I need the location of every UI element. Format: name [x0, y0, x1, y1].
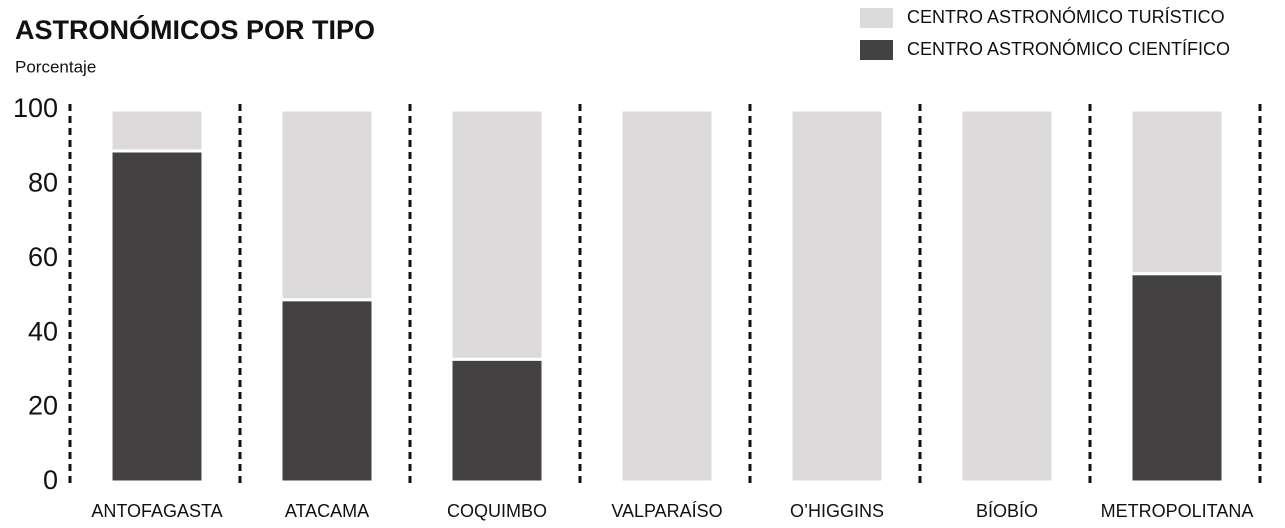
- x-tick-label: O’HIGGINS: [790, 501, 884, 521]
- bar-segment: [1129, 108, 1225, 276]
- x-tick-label: ANTOFAGASTA: [91, 501, 222, 521]
- x-tick-label: BÍOBÍO: [976, 501, 1038, 521]
- x-tick-label: ATACAMA: [285, 501, 369, 521]
- x-tick-label: COQUIMBO: [447, 501, 547, 521]
- bar-segment: [279, 298, 375, 484]
- bar-segment: [109, 149, 205, 484]
- bar-segment: [959, 108, 1055, 484]
- bar-segment: [109, 108, 205, 153]
- chart-subtitle: Porcentaje: [15, 57, 96, 76]
- y-tick-label: 60: [28, 242, 58, 272]
- y-tick-label: 0: [43, 465, 58, 495]
- x-tick-label: METROPOLITANA: [1101, 501, 1254, 521]
- bar-segment: [449, 357, 545, 484]
- y-tick-label: 20: [28, 391, 58, 421]
- y-tick-label: 40: [28, 316, 58, 346]
- legend-swatch: [860, 8, 893, 28]
- y-tick-label: 100: [13, 93, 58, 123]
- bar-segment: [449, 108, 545, 361]
- chart-title: ASTRONÓMICOS POR TIPO: [15, 14, 375, 45]
- legend-label: CENTRO ASTRONÓMICO TURÍSTICO: [907, 6, 1225, 27]
- bar-segment: [619, 108, 715, 484]
- legend-label: CENTRO ASTRONÓMICO CIENTÍFICO: [907, 38, 1230, 59]
- bar-segment: [789, 108, 885, 484]
- y-tick-label: 80: [28, 168, 58, 198]
- bar-segment: [279, 108, 375, 302]
- bar-segment: [1129, 272, 1225, 484]
- legend-swatch: [860, 40, 893, 60]
- x-tick-label: VALPARAÍSO: [611, 501, 722, 521]
